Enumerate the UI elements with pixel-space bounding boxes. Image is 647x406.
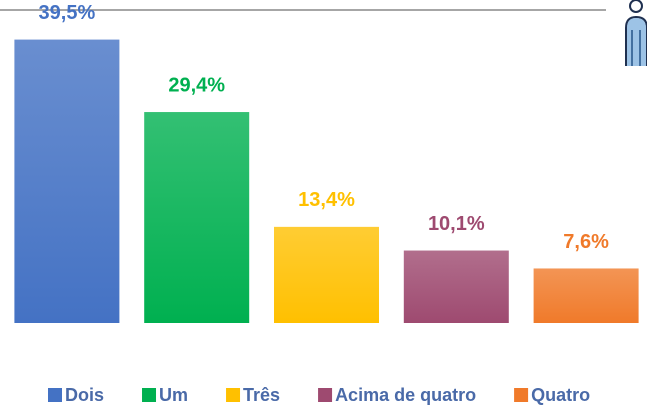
legend-swatch bbox=[514, 388, 529, 402]
person-fill bbox=[627, 18, 646, 66]
data-label: 10,1% bbox=[428, 213, 485, 235]
legend-swatch bbox=[142, 388, 157, 402]
bar bbox=[403, 250, 509, 323]
data-label: 29,4% bbox=[168, 74, 225, 96]
legend-label: Dois bbox=[65, 385, 104, 405]
data-label: 13,4% bbox=[298, 189, 355, 211]
legend-label: Um bbox=[159, 385, 188, 405]
legend-swatch bbox=[318, 388, 333, 402]
bar bbox=[144, 112, 250, 324]
data-label: 7,6% bbox=[563, 231, 609, 253]
legend-label: Quatro bbox=[531, 385, 590, 405]
bar bbox=[274, 226, 379, 323]
legend-swatch bbox=[48, 388, 62, 402]
legend-label: Três bbox=[243, 385, 280, 405]
bar bbox=[14, 39, 120, 324]
legend-label: Acima de quatro bbox=[335, 385, 476, 405]
legend-swatch bbox=[226, 388, 241, 402]
data-label: 39,5% bbox=[39, 2, 96, 24]
bar bbox=[533, 268, 639, 323]
